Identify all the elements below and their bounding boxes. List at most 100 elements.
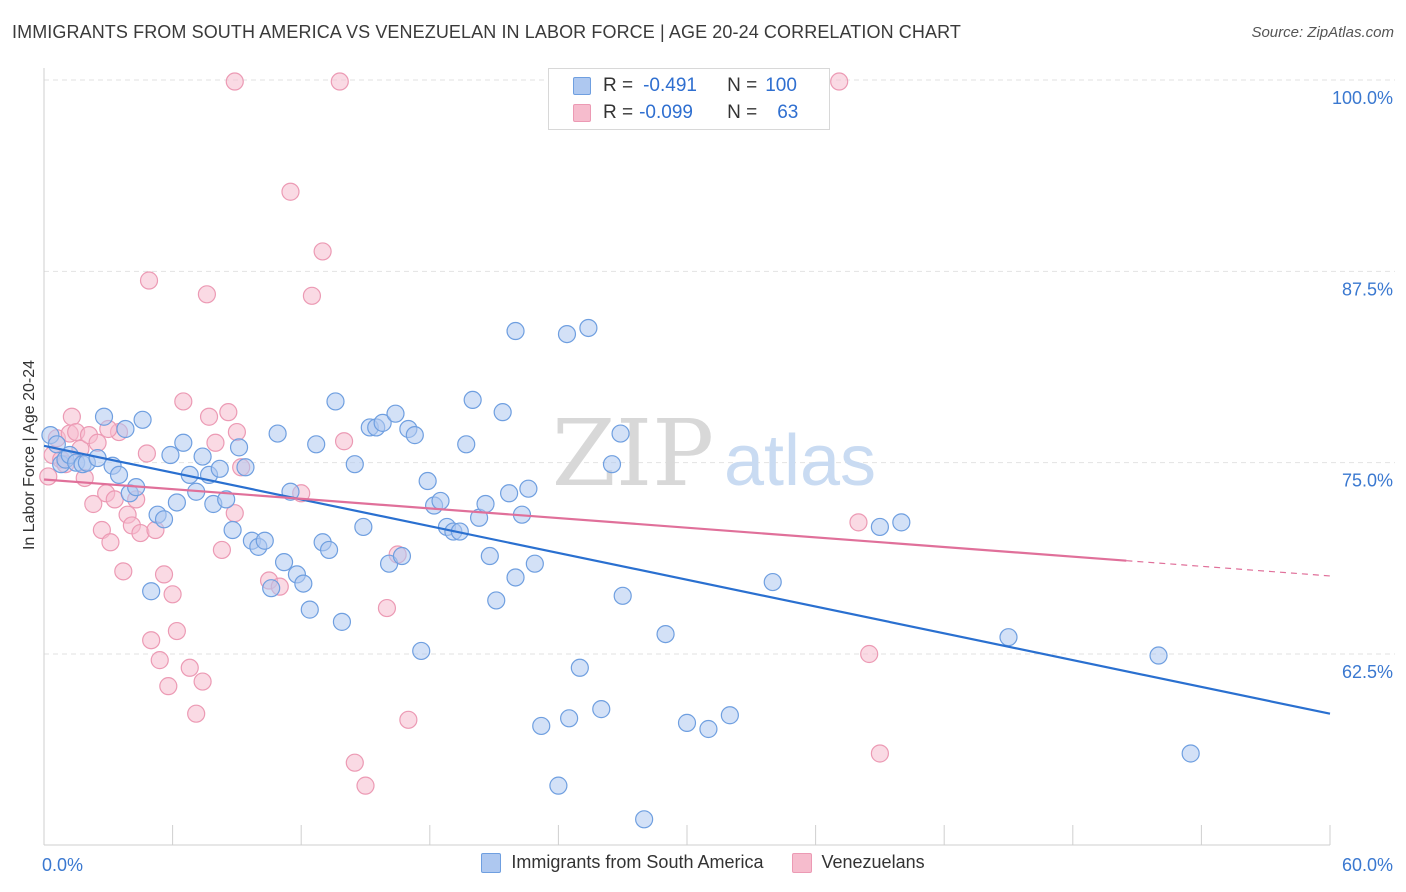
venezuelan-point [330,72,349,91]
n-label: N = [727,102,758,123]
south-america-point [500,484,519,503]
n-value: 100 [765,75,797,96]
pink-swatch-icon [573,104,591,122]
venezuelan-point [163,585,182,604]
venezuelan-point [137,444,156,463]
venezuelan-point [849,513,868,532]
y-tick-label: 62.5% [1342,662,1393,682]
blue-swatch-icon [573,77,591,95]
venezuelan-point [154,565,174,584]
south-america-point [386,404,405,423]
south-america-point [418,471,437,491]
south-america-point [373,413,392,432]
n-value: 63 [777,102,799,123]
south-america-point [870,517,890,537]
venezuelan-trend-line [43,478,1127,562]
venezuelan-point [212,540,231,560]
venezuelan-point [142,631,161,650]
venezuelan-point [225,72,244,91]
venezuelan-point [39,467,58,486]
venezuelan-point [830,72,849,91]
legend-item-south-america[interactable]: Immigrants from South America [481,852,764,873]
south-america-point [525,554,544,573]
south-america-point [480,546,499,566]
venezuelan-point [334,432,354,451]
venezuelan-trend-extension [1126,560,1331,577]
watermark-zip: ZIP [552,400,714,507]
chart-title: IMMIGRANTS FROM SOUTH AMERICA VS VENEZUE… [12,22,961,42]
watermark: ZIP atlas [552,400,876,507]
venezuelan-point [227,422,246,442]
legend-label: Immigrants from South America [511,852,764,872]
series-legend: Immigrants from South America Venezuelan… [0,852,1406,873]
south-america-point [549,776,568,795]
south-america-point [602,455,622,474]
south-america-point [1181,744,1200,763]
south-america-point [326,392,345,411]
south-america-point [506,568,525,587]
y-tick-label: 87.5% [1342,279,1393,299]
y-axis-label: In Labor Force | Age 20-24 [21,359,38,551]
south-america-point [161,445,180,465]
south-america-point [613,586,632,605]
source-label: Source: ZipAtlas.com [1251,24,1394,41]
south-america-point [332,612,352,631]
south-america-point [560,709,579,728]
south-america-point [405,426,424,445]
venezuelan-point [399,710,418,729]
south-america-point [307,435,326,454]
south-america-point [412,641,431,661]
r-value: -0.491 [643,75,697,96]
venezuelan-point [150,651,169,670]
south-america-point [431,491,450,511]
r-value: -0.099 [639,102,693,123]
venezuelan-point [139,271,159,290]
venezuelan-point [870,744,890,763]
venezuelan-point [180,658,199,677]
stats-legend: R = -0.491 N = 100 R = -0.099 N = 63 [548,68,830,130]
legend-item-venezuelans[interactable]: Venezuelans [791,852,925,873]
venezuelan-point [159,677,178,696]
south-america-point [109,465,129,485]
south-america-point [699,719,718,739]
y-tick-label: 75.0% [1342,471,1393,491]
south-america-point [354,517,373,537]
south-america-points [41,318,1200,829]
trend-lines [43,444,1331,715]
south-america-point [229,438,249,457]
south-america-point [236,458,255,477]
venezuelan-point [174,392,193,411]
south-america-point [506,321,525,341]
south-america-point [677,713,697,732]
legend-label: Venezuelans [821,852,925,872]
south-america-point [255,531,274,550]
south-america-point [763,572,782,592]
south-america-point [142,582,161,601]
watermark-atlas: atlas [724,421,876,501]
south-america-point [476,494,495,514]
venezuelan-point [193,672,212,691]
venezuelan-point [377,598,397,618]
south-america-point [635,810,654,829]
south-america-point [592,700,611,719]
r-label: R = [603,102,634,123]
south-america-point [1149,646,1168,665]
venezuelan-point [167,621,186,641]
south-america-point [532,716,551,736]
south-america-point [493,403,512,422]
n-label: N = [727,75,758,96]
venezuelan-point [114,562,133,581]
south-america-point [557,324,577,344]
x-tick-label: 60.0% [1342,855,1393,875]
south-america-point [345,455,364,474]
venezuelan-point [219,403,238,422]
south-america-point [519,479,538,498]
venezuelan-point [356,776,375,795]
south-america-point [210,459,229,478]
south-america-point [154,510,174,529]
south-america-point [720,706,739,725]
pink-swatch-icon [791,852,812,873]
south-america-point [116,419,135,439]
stats-row-venezuelans: R = -0.099 N = 63 [573,100,798,126]
